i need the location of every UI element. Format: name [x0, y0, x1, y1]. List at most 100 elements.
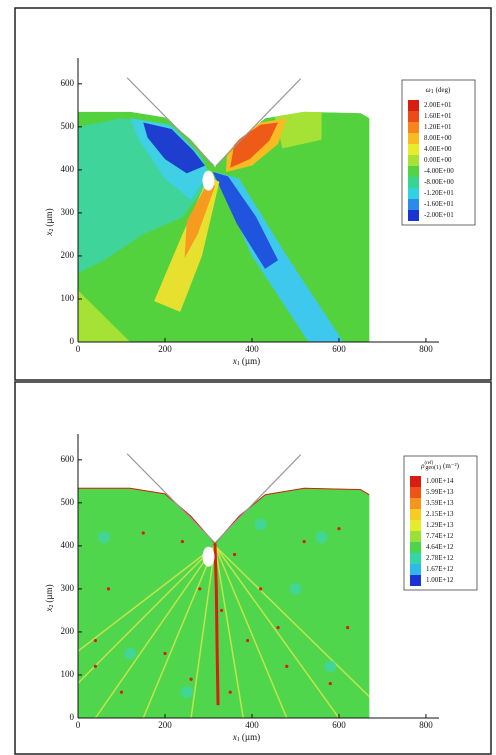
legend-swatch — [410, 509, 421, 520]
legend-label: 1.60E+01 — [424, 112, 452, 120]
legend-title-unit: (m⁻²) — [443, 462, 460, 470]
field-fill — [78, 111, 370, 343]
legend-swatch — [410, 498, 421, 509]
particle — [93, 638, 97, 643]
y-axis-label-symbol: x — [44, 608, 54, 613]
y-tick-label: 600 — [61, 454, 75, 464]
y-axis-label-unit: (µm) — [44, 584, 54, 602]
x-axis-label: x1 (µm) — [232, 732, 260, 743]
field-region — [184, 179, 216, 259]
field-region — [78, 290, 131, 342]
y-tick-label: 400 — [61, 540, 75, 550]
x-tick-label: 600 — [332, 344, 346, 354]
particle — [246, 638, 250, 643]
legend-label: 2.78E+12 — [426, 554, 454, 562]
y-axis-label-subscript: 2 — [49, 605, 55, 608]
speckle — [315, 531, 328, 544]
particle — [259, 587, 263, 591]
y-tick-label: 200 — [61, 626, 75, 636]
legend-swatch — [408, 155, 419, 166]
particle — [285, 664, 289, 668]
legend-swatch — [410, 564, 421, 575]
panel-frame — [14, 381, 492, 755]
legend-label: 5.99E+13 — [426, 488, 454, 496]
speckle — [124, 647, 137, 660]
legend-swatch — [410, 542, 421, 553]
x-tick-label: 800 — [419, 344, 433, 354]
legend-title: ρ(ref) geo(1) (m⁻²) — [420, 461, 460, 471]
legend-label: 2.15E+13 — [426, 510, 454, 518]
legend-swatch — [408, 133, 419, 144]
slip-band — [214, 545, 370, 718]
x-tick-label: 600 — [332, 720, 346, 730]
slip-band — [142, 545, 216, 718]
indenter-edge — [126, 77, 215, 167]
legend-swatch — [410, 476, 421, 487]
legend-label: -4.00E+00 — [424, 167, 454, 175]
y-axis-label: x2 (µm) — [44, 208, 55, 236]
particle — [276, 626, 280, 630]
legend-swatch — [408, 210, 419, 221]
legend-label: 2.00E+01 — [424, 101, 452, 109]
particle — [106, 587, 111, 591]
contour-field — [78, 453, 370, 718]
legend: ω1 (deg) 2.00E+01 1.60E+01 1.20E+01 8.00E+00 4… — [401, 79, 476, 226]
legend-title-subscript: 1 — [431, 89, 434, 95]
slip-band — [190, 545, 216, 718]
speckle — [180, 686, 193, 699]
speckle — [98, 531, 111, 544]
particle — [141, 531, 145, 535]
legend-swatch — [410, 531, 421, 542]
x-tick-label: 800 — [419, 720, 433, 730]
legend-title-subscript: geo(1) — [425, 464, 441, 471]
particle — [93, 664, 97, 668]
field-region — [230, 122, 279, 168]
slip-band — [78, 545, 216, 718]
legend-swatch — [408, 199, 419, 210]
field-region — [143, 122, 206, 174]
legend-swatch — [408, 166, 419, 177]
legend: ρ(ref) geo(1) (m⁻²) 1.00E+14 5.99E+13 3.59E+1… — [403, 455, 478, 591]
slip-band — [214, 545, 340, 718]
legend-swatch — [410, 487, 421, 498]
legend-label: 1.29E+13 — [426, 521, 454, 529]
slip-band — [214, 545, 245, 718]
slip-band — [78, 545, 216, 718]
particle — [228, 690, 232, 694]
y-tick-label: 300 — [61, 207, 75, 217]
y-tick-label: 500 — [61, 497, 75, 507]
y-tick-label: 0 — [70, 336, 75, 346]
legend-label: 1.00E+12 — [426, 576, 454, 584]
legend-swatch — [410, 553, 421, 564]
y-tick-label: 200 — [61, 250, 75, 260]
x-axis-label: x1 (µm) — [232, 356, 260, 367]
speckle — [324, 660, 337, 673]
legend-swatch — [408, 111, 419, 122]
legend-swatch — [410, 520, 421, 531]
x-axis-label-subscript: 1 — [237, 361, 240, 367]
x-tick-label: 400 — [245, 720, 259, 730]
legend-swatch — [408, 122, 419, 133]
particle — [346, 626, 350, 630]
panel-frame — [14, 7, 492, 381]
legend-swatch — [408, 188, 419, 199]
particle — [328, 681, 332, 686]
particle — [180, 539, 184, 544]
legend-title: ω1 (deg) — [426, 86, 451, 96]
particle — [189, 677, 193, 681]
x-tick-label: 0 — [76, 344, 81, 354]
tip-void — [202, 170, 215, 191]
particle — [163, 651, 167, 656]
legend-label: 4.64E+12 — [426, 543, 454, 551]
center-band — [213, 543, 220, 706]
indenter-edge — [215, 454, 302, 543]
speckle — [254, 518, 267, 531]
legend-label: 8.00E+00 — [424, 134, 452, 142]
x-axis-label-symbol: x — [232, 732, 237, 742]
field-fill — [78, 487, 370, 718]
indenter-edge — [126, 453, 215, 543]
y-tick-label: 600 — [61, 78, 75, 88]
slip-band — [214, 545, 288, 718]
